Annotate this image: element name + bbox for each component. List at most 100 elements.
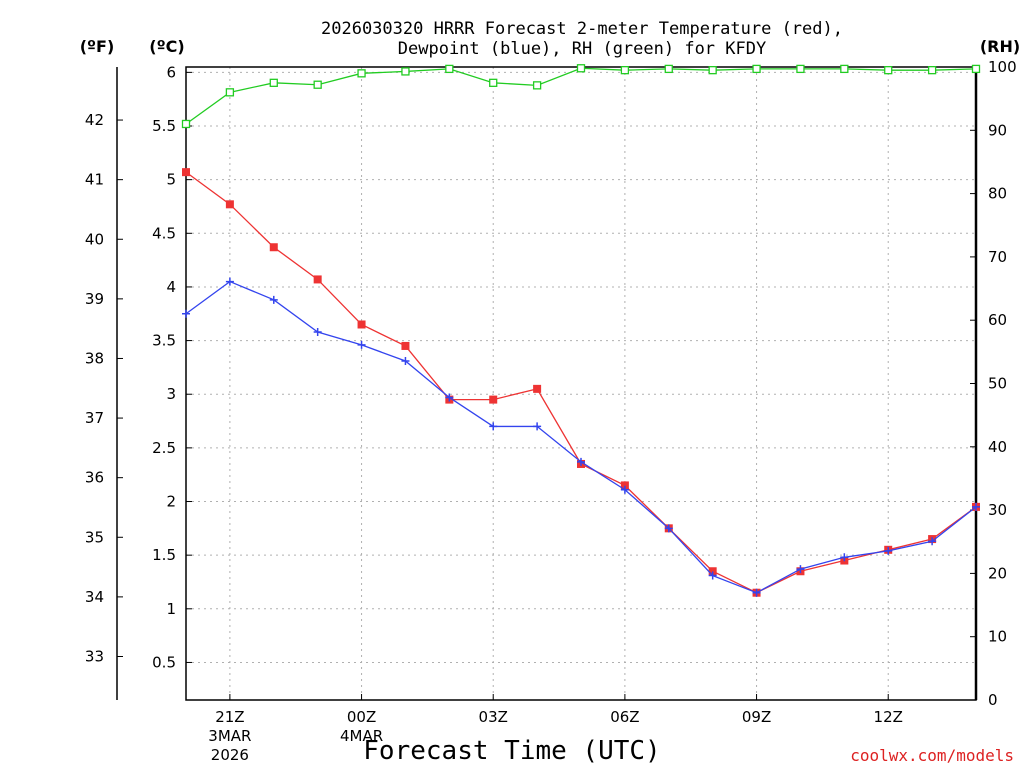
- fahrenheit-tick-label: 36: [85, 469, 104, 487]
- x-axis-title: Forecast Time (UTC): [363, 736, 660, 766]
- temperature-series: [182, 168, 980, 597]
- rh-tick-label: 80: [988, 185, 1007, 203]
- rh-point: [664, 64, 673, 74]
- dewpoint-point: [313, 328, 322, 337]
- dewpoint-point: [708, 571, 717, 580]
- rh-tick-label: 10: [988, 628, 1007, 646]
- celsius-tick-label: 1: [166, 600, 176, 618]
- temperature-point: [401, 341, 410, 350]
- dewpoint-point: [401, 356, 410, 365]
- dewpoint-point: [269, 295, 278, 304]
- x-tick-label: 09Z: [742, 708, 771, 726]
- dewpoint-point: [489, 422, 498, 431]
- chart-title-line1: 2026030320 HRRR Forecast 2-meter Tempera…: [321, 19, 843, 39]
- plot-frame: [185, 66, 977, 701]
- rh-tick-label: 70: [988, 248, 1007, 266]
- rh-tick-label: 20: [988, 564, 1007, 582]
- rh-point: [225, 88, 235, 97]
- rh-tick-label: 40: [988, 438, 1007, 456]
- rh-point: [884, 66, 893, 75]
- fahrenheit-tick-label: 34: [85, 588, 104, 606]
- rh-point: [401, 67, 410, 76]
- unit-celsius-label: (ºC): [149, 37, 184, 56]
- temperature-line: [185, 171, 977, 594]
- fahrenheit-tick-label: 35: [85, 528, 104, 546]
- rh-point: [752, 64, 761, 74]
- rh-axis: 0 10 20 30 40 50 60 70 80 90 100: [970, 58, 1017, 709]
- x-tick-label: 00Z: [347, 708, 376, 726]
- rh-point: [840, 64, 849, 74]
- celsius-tick-label: 5: [166, 171, 176, 189]
- rh-line: [185, 67, 977, 125]
- x-tick-label: 21Z: [215, 708, 244, 726]
- rh-point: [927, 66, 937, 75]
- celsius-tick-label: 6: [166, 63, 176, 81]
- rh-tick-label: 100: [988, 58, 1017, 76]
- dewpoint-line: [185, 280, 977, 594]
- chart-title-line2: Dewpoint (blue), RH (green) for KFDY: [398, 39, 766, 59]
- dewpoint-point: [533, 422, 542, 431]
- rh-point: [576, 64, 586, 73]
- fahrenheit-tick-label: 42: [85, 111, 104, 129]
- fahrenheit-tick-label: 38: [85, 349, 104, 367]
- celsius-tick-label: 3: [166, 385, 176, 403]
- celsius-tick-label: 5.5: [152, 117, 176, 135]
- credit-link[interactable]: coolwx.com/models: [850, 746, 1014, 765]
- rh-series: [181, 64, 981, 129]
- celsius-tick-label: 4.5: [152, 224, 176, 242]
- dewpoint-point: [928, 537, 937, 546]
- x-tick-label: 12Z: [874, 708, 903, 726]
- temperature-point: [182, 168, 190, 177]
- celsius-tick-label: 1.5: [152, 546, 176, 564]
- temperature-point: [708, 567, 717, 576]
- rh-tick-label: 50: [988, 375, 1007, 393]
- rh-point: [708, 66, 717, 75]
- dewpoint-point: [752, 588, 761, 597]
- rh-point: [445, 64, 454, 74]
- temperature-point: [357, 320, 366, 329]
- rh-point: [357, 69, 366, 78]
- rh-point: [796, 64, 805, 74]
- temperature-point: [620, 481, 629, 490]
- fahrenheit-tick-label: 33: [85, 647, 104, 665]
- fahrenheit-tick-label: 37: [85, 409, 104, 427]
- dewpoint-point: [620, 485, 629, 494]
- rh-point: [489, 78, 498, 87]
- rh-tick-label: 30: [988, 501, 1007, 519]
- x-tick-label: 06Z: [610, 708, 639, 726]
- dewpoint-point: [840, 553, 849, 562]
- dewpoint-series: [182, 277, 980, 597]
- x-tick-date-label: 3MAR: [208, 727, 251, 745]
- dewpoint-point: [972, 502, 980, 511]
- x-tick-date-label: 4MAR: [340, 727, 383, 745]
- temperature-point: [313, 275, 322, 284]
- unit-fahrenheit-label: (ºF): [80, 37, 115, 56]
- rh-point: [181, 119, 191, 129]
- rh-tick-label: 90: [988, 121, 1007, 139]
- unit-rh-label: (RH): [980, 37, 1020, 56]
- dewpoint-point: [357, 340, 366, 349]
- dewpoint-point: [796, 565, 805, 574]
- celsius-tick-label: 0.5: [152, 653, 176, 671]
- rh-point: [313, 80, 322, 89]
- fahrenheit-axis: 33 34 35 36 37 38 39 40 41 42: [85, 111, 123, 665]
- fahrenheit-tick-label: 39: [85, 290, 104, 308]
- rh-point: [269, 78, 278, 87]
- rh-point: [971, 64, 981, 74]
- x-tick-label: 03Z: [479, 708, 508, 726]
- celsius-tick-label: 3.5: [152, 332, 176, 350]
- temperature-point: [533, 384, 542, 393]
- rh-point: [532, 81, 542, 90]
- dewpoint-point: [445, 393, 454, 402]
- dewpoint-point: [182, 309, 190, 318]
- x-tick-year-label: 2026: [211, 746, 249, 764]
- rh-tick-label: 0: [988, 691, 998, 709]
- celsius-tick-label: 2: [166, 493, 176, 511]
- dewpoint-point: [225, 277, 234, 286]
- celsius-tick-label: 2.5: [152, 439, 176, 457]
- dewpoint-point: [884, 546, 893, 555]
- celsius-tick-label: 4: [166, 278, 176, 296]
